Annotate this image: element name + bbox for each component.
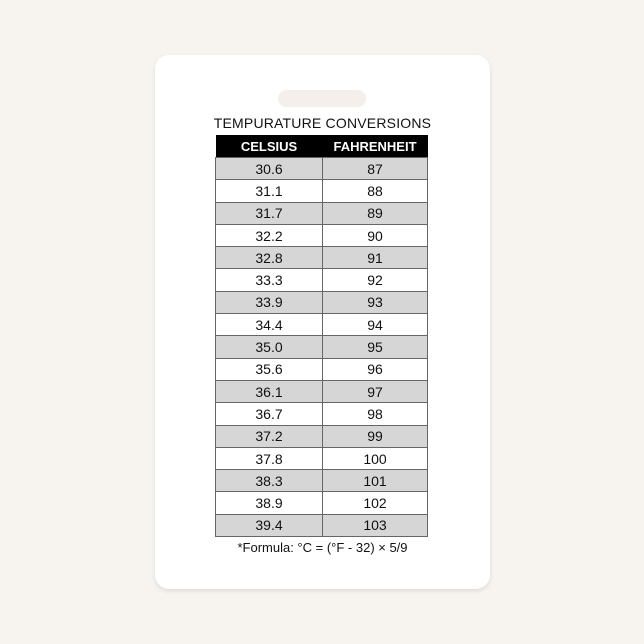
- header-fahrenheit: FAHRENHEIT: [322, 135, 428, 158]
- table-row: 36.1 97: [215, 379, 428, 404]
- fahrenheit-cell: 88: [322, 179, 428, 203]
- fahrenheit-cell: 91: [322, 246, 428, 270]
- celsius-cell: 35.6: [215, 357, 323, 381]
- fahrenheit-cell: 103: [322, 513, 428, 538]
- table-row: 37.8 100: [215, 446, 428, 471]
- fahrenheit-cell: 94: [322, 313, 428, 337]
- header-celsius: CELSIUS: [215, 135, 323, 158]
- fahrenheit-cell: 90: [322, 223, 428, 248]
- celsius-cell: 33.9: [215, 290, 323, 315]
- table-row: 32.8 91: [215, 246, 428, 270]
- table-row: 33.3 92: [215, 268, 428, 292]
- celsius-cell: 38.3: [215, 469, 323, 493]
- fahrenheit-cell: 100: [322, 446, 428, 471]
- celsius-cell: 37.2: [215, 424, 323, 448]
- celsius-cell: 34.4: [215, 313, 323, 337]
- celsius-cell: 31.1: [215, 179, 323, 203]
- card-title: TEMPURATURE CONVERSIONS: [213, 115, 432, 131]
- celsius-cell: 35.0: [215, 335, 323, 359]
- fahrenheit-cell: 89: [322, 201, 428, 225]
- formula-note: *Formula: °C = (°F - 32) × 5/9: [237, 540, 408, 555]
- table-row: 31.1 88: [215, 179, 428, 203]
- fahrenheit-cell: 101: [322, 469, 428, 493]
- lanyard-slot: [278, 90, 366, 107]
- fahrenheit-cell: 99: [322, 424, 428, 448]
- celsius-cell: 32.2: [215, 223, 323, 248]
- fahrenheit-cell: 102: [322, 491, 428, 515]
- table-row: 32.2 90: [215, 223, 428, 248]
- celsius-cell: 38.9: [215, 491, 323, 515]
- fahrenheit-cell: 92: [322, 268, 428, 292]
- table-row: 39.4 103: [215, 513, 428, 538]
- table-row: 37.2 99: [215, 424, 428, 448]
- fahrenheit-cell: 93: [322, 290, 428, 315]
- table-header-row: CELSIUS FAHRENHEIT: [215, 135, 428, 158]
- table-row: 38.3 101: [215, 469, 428, 493]
- celsius-cell: 36.1: [215, 379, 323, 404]
- celsius-cell: 32.8: [215, 246, 323, 270]
- table-row: 35.0 95: [215, 335, 428, 359]
- table-row: 30.6 87: [215, 156, 428, 181]
- fahrenheit-cell: 96: [322, 357, 428, 381]
- table-row: 34.4 94: [215, 313, 428, 337]
- table-row: 38.9 102: [215, 491, 428, 515]
- table-row: 36.7 98: [215, 402, 428, 426]
- celsius-cell: 31.7: [215, 201, 323, 225]
- table-row: 35.6 96: [215, 357, 428, 381]
- celsius-cell: 36.7: [215, 402, 323, 426]
- celsius-cell: 33.3: [215, 268, 323, 292]
- badge-card: TEMPURATURE CONVERSIONS CELSIUS FAHRENHE…: [155, 55, 490, 589]
- conversion-table: CELSIUS FAHRENHEIT 30.6 87 31.1 88 31.7 89 32.…: [215, 135, 428, 538]
- fahrenheit-cell: 87: [322, 156, 428, 181]
- celsius-cell: 39.4: [215, 513, 323, 538]
- fahrenheit-cell: 98: [322, 402, 428, 426]
- celsius-cell: 30.6: [215, 156, 323, 181]
- table-row: 33.9 93: [215, 290, 428, 315]
- fahrenheit-cell: 95: [322, 335, 428, 359]
- table-row: 31.7 89: [215, 201, 428, 225]
- fahrenheit-cell: 97: [322, 379, 428, 404]
- celsius-cell: 37.8: [215, 446, 323, 471]
